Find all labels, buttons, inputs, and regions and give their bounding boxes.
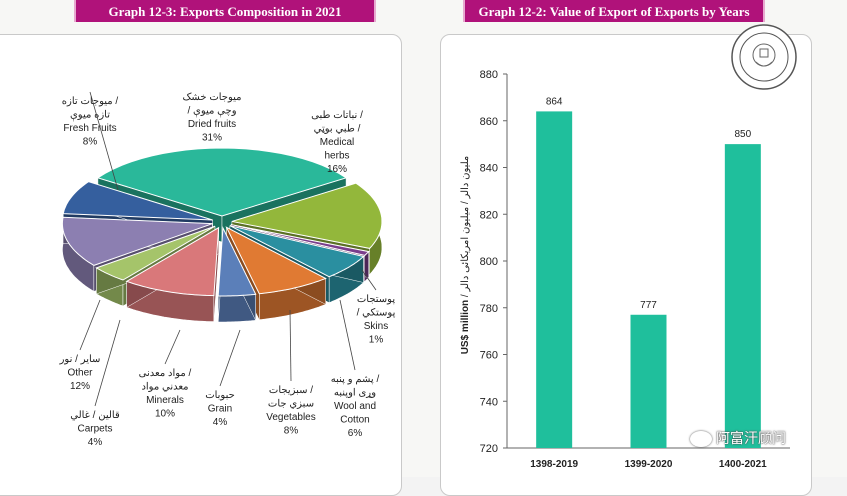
- pie-label-skins: پوستجات / پوستکي Skins 1%: [357, 269, 396, 346]
- pie-label-vegetables-local1: سبزي جات: [268, 399, 314, 410]
- pie-label-minerals: مواد معدنی / معدني مواد Minerals 10%: [139, 329, 192, 420]
- x-tick-label: 1400-2021: [719, 459, 767, 470]
- pie-leader-line: [89, 91, 119, 191]
- y-tick-label: 740: [480, 396, 498, 408]
- bar-1399-2020: [630, 314, 667, 448]
- bar-1400-2021: [724, 144, 761, 448]
- pie-label-vegetables-name2: Vegetables: [266, 412, 316, 423]
- bar-chart: 720 740 760 780 800 820 840 860 880 864 1398-2019 7…: [460, 69, 790, 470]
- pie-label-wool-and-cotton-name3: Cotton: [340, 415, 369, 426]
- y-tick-label: 840: [480, 163, 498, 175]
- pie-label-carpets: قالین / غالي Carpets 4%: [70, 319, 121, 448]
- bar-chart-title: Graph 12-2: Value of Export of Exports b…: [463, 0, 765, 22]
- bar-value-label: 864: [546, 96, 563, 107]
- pie-label-wool-and-cotton: پشم و پنبه / وړی اوپنبه Wool and Cotton 6%: [331, 299, 380, 439]
- pie-label-dried-fruits-name2: Dried fruits: [188, 119, 236, 130]
- bar-1398-2019: [536, 111, 573, 449]
- pie-label-other: سایر / نور Other 12%: [59, 299, 101, 392]
- pie-label-grain-val2: 4%: [213, 417, 228, 428]
- pie-label-vegetables-local0: سبزیجات /: [269, 385, 313, 396]
- pie-label-vegetables-val3: 8%: [284, 426, 299, 437]
- pie-leader-line: [79, 299, 101, 351]
- pie-label-medical-herbs-name2: Medical: [320, 137, 354, 148]
- pie-slice-minerals: [125, 226, 220, 322]
- y-tick-label: 860: [480, 116, 498, 128]
- watermark: 阿富汗顾问: [690, 428, 786, 448]
- pie-label-fresh-fruits-name2: Fresh Fruits: [63, 123, 116, 134]
- pie-label-minerals-local0: مواد معدنی /: [139, 368, 192, 379]
- y-axis-label: US$ million / ملیون دالر / میلیون امریکا…: [460, 156, 471, 355]
- pie-label-carpets-name1: Carpets: [77, 424, 112, 435]
- x-tick-label: 1398-2019: [530, 459, 578, 470]
- y-tick-label: 820: [480, 209, 498, 221]
- pie-label-dried-fruits-val3: 31%: [202, 133, 222, 144]
- bar-value-label: 850: [734, 129, 751, 140]
- pie-label-carpets-val2: 4%: [88, 437, 103, 448]
- page: Graph 12-3: Exports Composition in 2021 …: [0, 0, 812, 496]
- wechat-icon: [690, 431, 712, 447]
- y-tick-label: 720: [480, 443, 498, 455]
- pie-label-medical-herbs-local0: نباتات طبی /: [311, 110, 363, 121]
- pie-label-medical-herbs: نباتات طبی / طبي بوټي / Medical herbs 16%: [311, 110, 363, 175]
- pie-label-other-local0: سایر / نور: [59, 354, 101, 365]
- pie-label-minerals-local1: معدني مواد: [141, 382, 188, 393]
- pie-leader-line: [361, 269, 377, 291]
- pie-slice-vegetables: [225, 226, 327, 321]
- y-tick-label: 880: [480, 69, 498, 81]
- ministry-seal-icon: [731, 24, 797, 90]
- pie-label-wool-and-cotton-name2: Wool and: [334, 401, 376, 412]
- pie-label-medical-herbs-val4: 16%: [327, 164, 347, 175]
- pie-leader-line: [339, 299, 356, 371]
- pie-leader-line: [219, 329, 241, 387]
- pie-label-fresh-fruits-val3: 8%: [83, 137, 98, 148]
- y-tick-label: 800: [480, 256, 498, 268]
- pie-label-skins-local0: پوستجات: [357, 294, 395, 305]
- pie-label-grain-name1: Grain: [208, 404, 232, 415]
- pie-label-dried-fruits-local1: / وچې میوې: [187, 106, 236, 119]
- pie-label-grain-local0: حبوبات: [205, 390, 235, 401]
- pie-label-wool-and-cotton-local0: پشم و پنبه /: [331, 374, 380, 385]
- pie-label-minerals-name2: Minerals: [146, 395, 184, 406]
- pie-label-grain: حبوبات Grain 4%: [205, 329, 241, 428]
- pie-leader-line: [94, 319, 121, 407]
- pie-label-dried-fruits-local0: میوجات خشک: [182, 92, 241, 103]
- pie-label-other-name1: Other: [67, 368, 93, 379]
- x-tick-label: 1399-2020: [625, 459, 673, 470]
- pie-label-medical-herbs-local1: طبي بوټي /: [314, 124, 361, 135]
- y-tick-label: 780: [480, 303, 498, 315]
- pie-label-fresh-fruits-local0: میوجات تازه /: [62, 96, 119, 107]
- pie-label-carpets-local0: قالین / غالي: [70, 410, 120, 421]
- pie-label-medical-herbs-name3: herbs: [324, 151, 349, 162]
- pie-label-other-val2: 12%: [70, 381, 90, 392]
- pie-label-skins-local1: / پوستکي: [357, 308, 396, 319]
- pie-label-wool-and-cotton-local1: وړی اوپنبه: [334, 388, 376, 399]
- pie-label-skins-val3: 1%: [369, 335, 384, 346]
- pie-leader-line: [164, 329, 181, 365]
- bar-value-label: 777: [640, 300, 657, 311]
- pie-label-skins-name2: Skins: [364, 321, 388, 332]
- pie-label-vegetables: سبزیجات / سبزي جات Vegetables 8%: [266, 309, 316, 437]
- pie-slice-grain: [217, 226, 257, 323]
- pie-chart-title: Graph 12-3: Exports Composition in 2021: [74, 0, 376, 22]
- pie-label-fresh-fruits-local1: تازه میوې: [70, 110, 110, 123]
- pie-label-wool-and-cotton-val4: 6%: [348, 428, 363, 439]
- pie-label-minerals-val3: 10%: [155, 409, 175, 420]
- pie-leader-line: [289, 309, 292, 382]
- y-tick-label: 760: [480, 350, 498, 362]
